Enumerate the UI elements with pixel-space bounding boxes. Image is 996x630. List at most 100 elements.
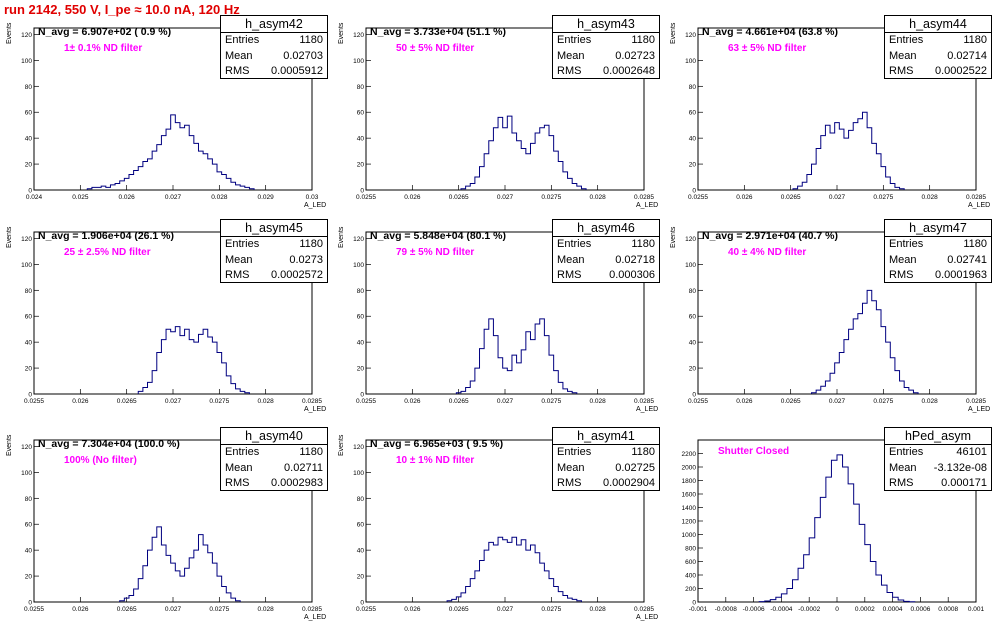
mean-value: 0.02723 [615,49,655,62]
y-tick-label: 200 [685,586,696,593]
y-tick-label: 60 [357,522,365,529]
mean-value: 0.02714 [947,49,987,62]
stats-box: h_asym45 Entries 1180 Mean 0.0273 RMS 0.000257… [220,219,328,283]
x-tick-label: 0.027 [497,398,514,405]
stats-box: hPed_asym Entries 46101 Mean -3.132e-08 RMS 0.… [884,427,992,491]
rms-label: RMS [889,477,914,489]
y-tick-label: 120 [685,32,696,39]
y-axis-label: Events [338,226,345,248]
histogram-plot: 0.0255 0.026 0.0265 0.027 0.0275 0.028 0.0285 0… [685,231,986,405]
histogram-name: h_asym40 [221,428,327,445]
x-tick-label: 0.0265 [117,606,137,613]
y-axis-label: Events [6,22,13,44]
x-tick-label: 0.0265 [449,606,469,613]
histogram-panel-h_asym47: 0.0255 0.026 0.0265 0.027 0.0275 0.028 0.0285 0… [664,218,996,422]
y-axis-label: Events [670,226,677,248]
y-tick-label: 120 [353,236,364,243]
x-tick-label: 0.0265 [449,398,469,405]
n-avg-label: N_avg = 5.848e+04 (80.1 %) [370,230,507,242]
y-tick-label: 0 [28,188,32,195]
x-tick-label: 0.0002 [855,606,875,613]
y-tick-label: 0 [28,392,32,399]
entries-label: Entries [225,238,260,250]
entries-value: 1180 [631,34,655,46]
y-tick-label: 20 [357,366,365,373]
mean-value: -3.132e-08 [933,461,987,474]
rms-label: RMS [557,477,582,489]
x-tick-label: 0.027 [829,398,846,405]
x-tick-label: 0.0004 [883,606,903,613]
stats-entries-row: Entries 1180 [885,237,991,253]
x-tick-label: 0.026 [404,606,421,613]
histogram-panel-h_asym45: 0.0255 0.026 0.0265 0.027 0.0275 0.028 0.0285 0… [0,218,332,422]
y-tick-label: 1600 [682,492,697,499]
stats-box: h_asym46 Entries 1180 Mean 0.02718 RMS 0.00030… [552,219,660,283]
y-tick-label: 120 [685,236,696,243]
y-tick-label: 20 [25,366,33,373]
x-tick-label: 0.0275 [873,194,893,201]
entries-label: Entries [225,34,260,46]
rms-value: 0.000171 [941,477,987,489]
entries-value: 46101 [956,446,987,458]
rms-label: RMS [225,65,250,77]
entries-label: Entries [889,446,924,458]
histogram-line [137,326,250,394]
x-tick-label: 0 [835,606,839,613]
x-axis-label: A_LED [304,202,327,209]
stats-mean-row: Mean 0.02703 [221,49,327,65]
y-tick-label: 60 [689,110,697,117]
x-tick-label: 0.0285 [966,398,986,405]
x-tick-label: 0.028 [922,194,939,201]
histogram-plot: 0.0255 0.026 0.0265 0.027 0.0275 0.028 0.0285 0… [685,27,986,201]
entries-value: 1180 [963,238,987,250]
y-tick-label: 100 [21,58,32,65]
x-tick-label: -0.001 [689,606,708,613]
x-tick-label: 0.025 [72,194,89,201]
n-avg-label: N_avg = 4.661e+04 (63.8 %) [702,26,839,38]
histogram-line [460,115,587,190]
n-avg-label: N_avg = 3.733e+04 (51.1 %) [370,26,507,38]
y-tick-label: 1400 [682,505,697,512]
x-tick-label: 0.0265 [781,398,801,405]
stats-mean-row: Mean 0.02714 [885,49,991,65]
histogram-name: h_asym46 [553,220,659,237]
x-tick-label: 0.0285 [634,398,654,405]
x-tick-label: 0.027 [165,398,182,405]
x-tick-label: 0.03 [306,194,319,201]
mean-label: Mean [889,253,917,266]
y-tick-label: 20 [689,366,697,373]
x-tick-label: 0.0006 [910,606,930,613]
y-axis-label: Events [6,226,13,248]
x-tick-label: 0.0285 [302,398,322,405]
stats-rms-row: RMS 0.0002572 [221,268,327,284]
y-tick-label: 20 [25,574,33,581]
y-tick-label: 0 [360,392,364,399]
rms-label: RMS [557,269,582,281]
histogram-plot: 0.0255 0.026 0.0265 0.027 0.0275 0.028 0.0285 0… [353,27,654,201]
histogram-name: h_asym47 [885,220,991,237]
histogram-plot: 0.024 0.025 0.026 0.027 0.028 0.029 0.03 0 20 40 6… [21,27,319,201]
mean-label: Mean [557,49,585,62]
mean-label: Mean [889,49,917,62]
y-tick-label: 60 [689,314,697,321]
filter-label: Shutter Closed [718,446,790,457]
stats-mean-row: Mean 0.02718 [553,253,659,269]
histogram-line [792,111,905,190]
x-axis-label: A_LED [968,202,991,209]
x-tick-label: 0.0285 [302,606,322,613]
n-avg-label: N_avg = 1.906e+04 (26.1 %) [38,230,175,242]
histogram-plot: 0.0255 0.026 0.0265 0.027 0.0275 0.028 0.0285 0… [21,439,322,613]
x-tick-label: 0.027 [165,194,182,201]
y-tick-label: 80 [357,496,365,503]
stats-entries-row: Entries 1180 [885,33,991,49]
x-tick-label: 0.026 [736,398,753,405]
y-tick-label: 0 [360,600,364,607]
rms-value: 0.0002572 [271,269,323,281]
x-tick-label: 0.0255 [24,398,44,405]
filter-label: 1± 0.1% ND filter [64,43,143,54]
y-tick-label: 80 [25,84,33,91]
x-tick-label: 0.0275 [873,398,893,405]
y-tick-label: 120 [21,444,32,451]
y-tick-label: 40 [25,136,33,143]
y-axis-label: Events [338,434,345,456]
